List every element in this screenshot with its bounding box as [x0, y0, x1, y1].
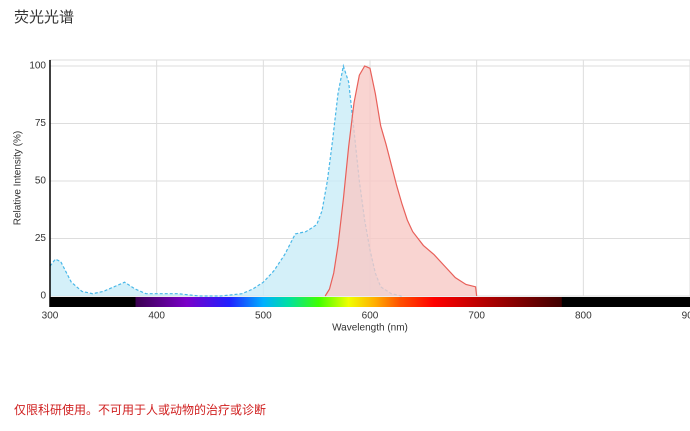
x-tick-label: 900: [682, 311, 690, 322]
x-tick-label: 300: [42, 311, 59, 322]
y-tick-label: 0: [40, 291, 46, 302]
area-fill: [325, 66, 477, 296]
x-tick-label: 400: [148, 311, 165, 322]
disclaimer: 仅限科研使用。不可用于人或动物的治疗或诊断: [14, 403, 267, 417]
area-fill: [50, 66, 402, 296]
x-axis-label: Wavelength (nm): [332, 323, 408, 334]
x-tick-label: 700: [468, 311, 485, 322]
section-title: 荧光光谱: [14, 8, 75, 26]
x-tick-label: 600: [362, 311, 379, 322]
area-line: [324, 65, 478, 297]
chart: Relative Intensity (%) Wavelength (nm) 0…: [13, 59, 690, 334]
x-tick-label: 800: [575, 311, 592, 322]
y-tick-label: 50: [35, 176, 47, 187]
x-tick-label: 500: [255, 311, 272, 322]
y-axis-label: Relative Intensity (%): [13, 131, 24, 225]
y-tick-label: 100: [29, 61, 46, 72]
y-tick-label: 25: [35, 233, 47, 244]
y-tick-label: 75: [35, 118, 47, 129]
spectrum-bar: [135, 297, 563, 307]
